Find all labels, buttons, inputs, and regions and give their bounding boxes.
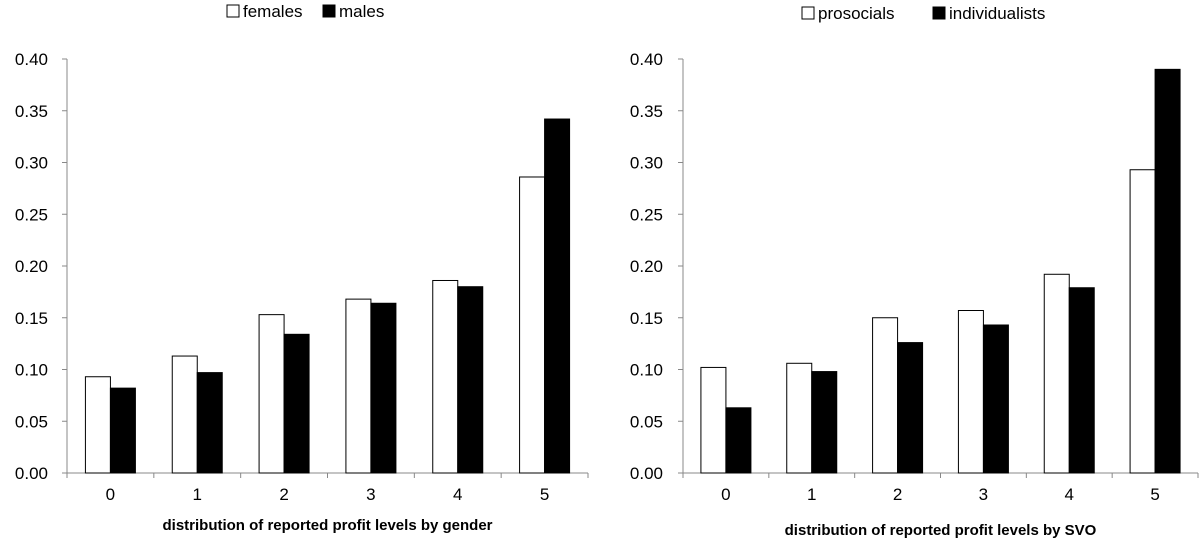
legend-label-prosocials: prosocials (818, 4, 895, 23)
y-tick-label: 0.40 (15, 50, 48, 69)
y-tick-label: 0.40 (630, 50, 663, 69)
bar-individualists-0 (725, 407, 752, 474)
chart-gender: 0.00 0.05 0.10 0.15 0.20 0.25 0.30 0.35 0.40 0 1 2 3… (15, 2, 589, 534)
x-tick-label: 2 (893, 485, 902, 504)
bar-females-0 (84, 376, 111, 474)
bar-females-2 (258, 314, 285, 474)
legend-swatch-prosocials (801, 6, 815, 20)
chart-svo: 0.00 0.05 0.10 0.15 0.20 0.25 0.30 0.35 0.40 0 1 2 3… (630, 4, 1199, 539)
bar-individualists-5 (1154, 68, 1181, 474)
y-tick-label: 0.15 (630, 309, 663, 328)
bar-females-3 (345, 298, 372, 474)
bar-males-2 (283, 333, 310, 474)
y-tick-label: 0.05 (15, 412, 48, 431)
bar-prosocials-3 (957, 310, 984, 474)
y-tick-label: 0.10 (630, 361, 663, 380)
bar-prosocials-0 (700, 366, 727, 474)
y-tick-label: 0.00 (15, 464, 48, 483)
y-tick-label: 0.25 (630, 205, 663, 224)
bar-prosocials-2 (872, 317, 899, 474)
bar-prosocials-4 (1043, 273, 1070, 474)
y-tick-label: 0.35 (630, 102, 663, 121)
bar-males-5 (544, 118, 571, 474)
legend-label-individualists: individualists (949, 4, 1045, 23)
y-tick-label: 0.20 (15, 257, 48, 276)
x-tick-label: 2 (279, 485, 288, 504)
y-tick-label: 0.15 (15, 309, 48, 328)
bar-females-1 (171, 355, 198, 474)
bar-individualists-2 (897, 342, 924, 474)
bar-prosocials-1 (786, 362, 813, 474)
legend-label-males: males (339, 2, 384, 21)
bar-males-0 (109, 387, 136, 474)
x-tick-label: 5 (540, 485, 549, 504)
y-tick-label: 0.30 (630, 154, 663, 173)
x-tick-label: 1 (807, 485, 816, 504)
y-tick-label: 0.00 (630, 464, 663, 483)
bar-females-5 (519, 176, 546, 474)
y-tick-label: 0.30 (15, 154, 48, 173)
bar-individualists-3 (982, 324, 1009, 474)
bar-individualists-1 (811, 371, 838, 474)
legend-swatch-males (322, 4, 336, 18)
legend-label-females: females (243, 2, 303, 21)
bar-individualists-4 (1068, 287, 1095, 474)
x-axis-title: distribution of reported profit levels b… (785, 522, 1097, 539)
x-tick-label: 5 (1150, 485, 1159, 504)
x-tick-label: 4 (453, 485, 462, 504)
bar-males-3 (370, 302, 397, 474)
y-tick-label: 0.25 (15, 205, 48, 224)
x-tick-label: 0 (721, 485, 730, 504)
y-tick-label: 0.05 (630, 412, 663, 431)
x-tick-label: 1 (193, 485, 202, 504)
x-tick-label: 4 (1065, 485, 1074, 504)
y-tick-label: 0.10 (15, 361, 48, 380)
x-tick-label: 0 (106, 485, 115, 504)
x-tick-label: 3 (366, 485, 375, 504)
bar-males-1 (196, 372, 223, 474)
y-tick-label: 0.20 (630, 257, 663, 276)
legend-swatch-females (226, 4, 240, 18)
bar-prosocials-5 (1129, 169, 1156, 474)
legend-swatch-individualists (932, 6, 946, 20)
bar-females-4 (432, 279, 459, 474)
y-tick-label: 0.35 (15, 102, 48, 121)
x-axis-title: distribution of reported profit levels b… (162, 517, 492, 534)
x-tick-label: 3 (979, 485, 988, 504)
bar-males-4 (457, 286, 484, 474)
